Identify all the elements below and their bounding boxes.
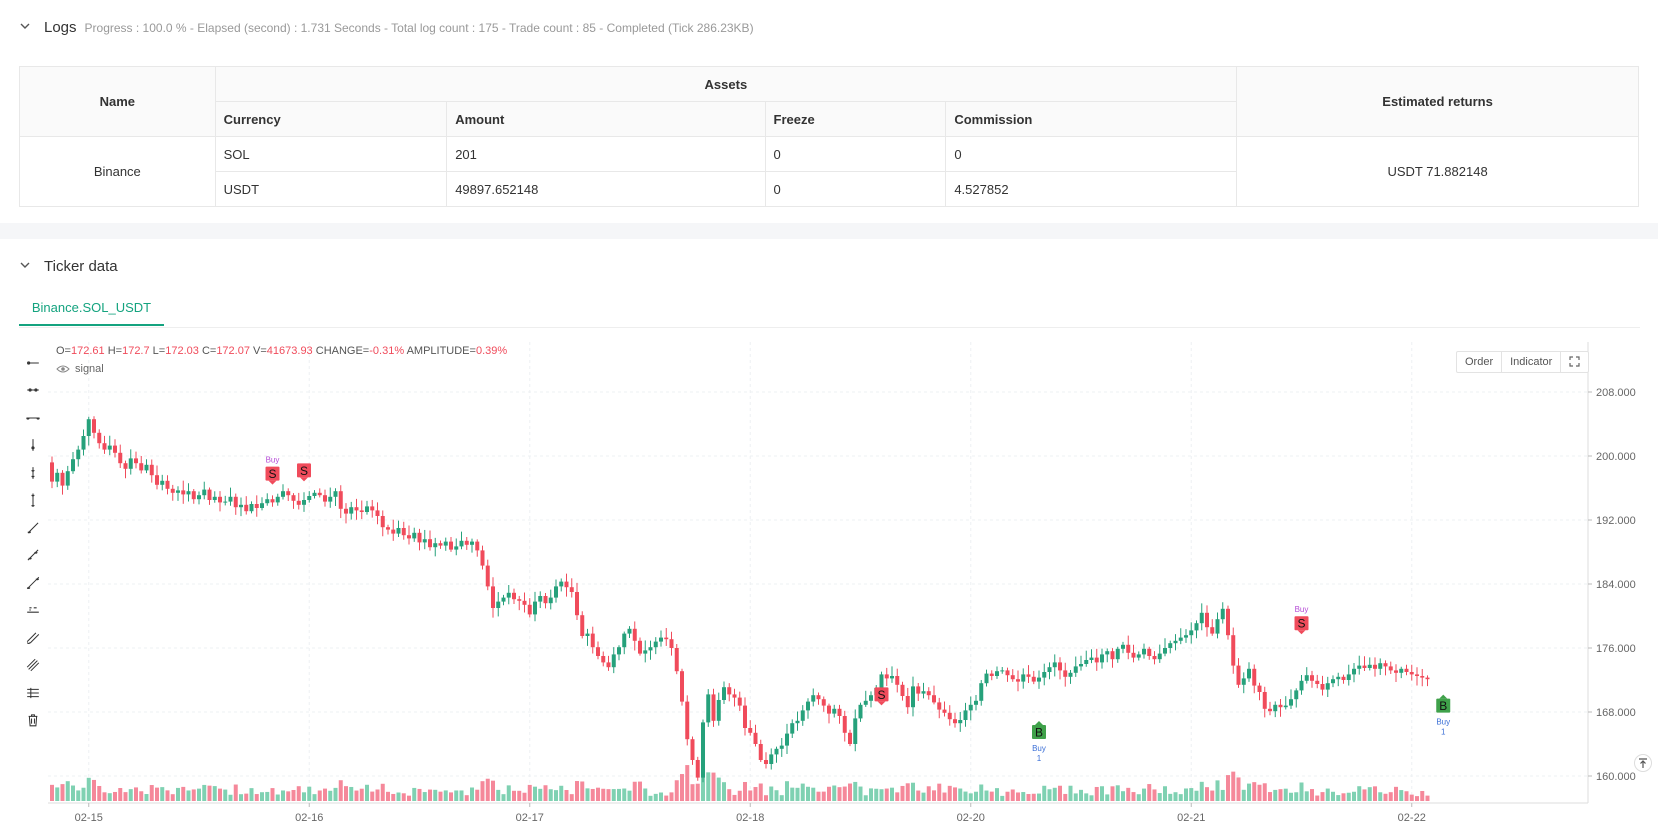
parallel-lines-icon	[26, 632, 40, 644]
amplitude-value: 0.39%	[475, 345, 508, 357]
amount-header: Amount	[446, 101, 766, 137]
horizontal-segment-icon	[27, 388, 39, 392]
assets-table: Name Assets Estimated returns Currency A…	[19, 66, 1639, 207]
volume-label: V=	[253, 345, 267, 357]
low-value: 172.03	[165, 345, 199, 357]
exchange-name: Binance	[19, 136, 216, 207]
open-label: O=	[56, 345, 71, 357]
tool-button[interactable]	[22, 404, 44, 432]
tool-button[interactable]	[22, 514, 44, 542]
logs-header[interactable]: Logs Progress : 100.0 % - Elapsed (secon…	[18, 18, 754, 36]
scroll-to-realtime-icon[interactable]	[1634, 754, 1652, 772]
open-value: 172.61	[70, 345, 105, 357]
tool-button[interactable]	[22, 679, 44, 707]
table-row: USDT 49897.652148 0 4.527852	[20, 171, 1639, 207]
order-button[interactable]: Order	[1457, 352, 1503, 372]
amount-cell: 49897.652148	[446, 171, 766, 207]
high-label: H=	[107, 345, 123, 357]
indicator-button[interactable]: Indicator	[1502, 352, 1562, 372]
drawing-toolbar	[22, 349, 44, 734]
currency-cell: USDT	[214, 171, 448, 207]
vertical-line-icon	[31, 493, 35, 507]
name-header: Name	[19, 66, 216, 137]
tool-button[interactable]	[22, 569, 44, 597]
low-label: L=	[152, 345, 166, 357]
tool-button[interactable]	[22, 707, 44, 735]
price-range-icon	[27, 687, 39, 698]
tool-button[interactable]	[22, 432, 44, 460]
table-row: Binance SOL 201 0 0 USDT 71.882148	[19, 136, 1639, 207]
volume-value: 41673.93	[266, 345, 313, 357]
tab-divider	[19, 327, 1640, 328]
currency-header: Currency	[214, 101, 448, 137]
signal-label: signal	[75, 363, 104, 375]
amount-cell: 201	[446, 136, 766, 172]
fullscreen-icon	[1569, 356, 1580, 367]
chevron-down-icon[interactable]	[18, 258, 32, 272]
trend-segment-icon	[27, 549, 39, 561]
signal-indicator[interactable]: signal	[56, 363, 104, 375]
trash-icon	[28, 714, 38, 727]
tool-button[interactable]	[22, 652, 44, 680]
horizontal-line-icon	[26, 417, 40, 420]
currency-cell: SOL	[214, 136, 448, 172]
ticker-header[interactable]: Ticker data	[18, 257, 118, 275]
close-value: 172.07	[216, 345, 250, 357]
vertical-segment-icon	[31, 466, 35, 479]
tool-button[interactable]	[22, 349, 44, 377]
close-label: C=	[201, 345, 217, 357]
trend-line-icon	[26, 576, 40, 589]
tool-button[interactable]	[22, 487, 44, 515]
logs-title: Logs	[44, 19, 77, 36]
freeze-header: Freeze	[764, 101, 947, 137]
ohlc-readout: O=172.61 H=172.7 L=172.03 C=172.07 V=416…	[56, 345, 507, 357]
tool-button[interactable]	[22, 542, 44, 570]
change-value: -0.31%	[369, 345, 405, 357]
tool-button[interactable]	[22, 597, 44, 625]
chart-controls: Order Indicator	[1456, 351, 1590, 373]
progress-status: Progress : 100.0 % - Elapsed (second) : …	[84, 21, 754, 35]
chevron-down-icon[interactable]	[18, 19, 32, 33]
assets-header: Assets	[214, 66, 1238, 102]
eye-icon[interactable]	[56, 364, 70, 374]
commission-header: Commission	[945, 101, 1238, 137]
estimated-returns-header: Estimated returns	[1236, 66, 1639, 137]
trend-ray-icon	[27, 522, 39, 534]
fib-lines-icon	[26, 659, 40, 672]
amplitude-label: AMPLITUDE=	[406, 345, 476, 357]
vertical-ray-icon	[31, 439, 35, 452]
freeze-cell: 0	[764, 171, 947, 207]
ticker-panel: Ticker data Binance.SOL_USDT	[0, 239, 1658, 834]
horizontal-ray-icon	[27, 361, 39, 365]
high-value: 172.7	[122, 345, 150, 357]
tool-button[interactable]	[22, 459, 44, 487]
ticker-title: Ticker data	[44, 258, 118, 275]
fullscreen-button[interactable]	[1561, 352, 1588, 372]
commission-cell: 4.527852	[945, 171, 1238, 207]
price-line-icon	[27, 607, 39, 613]
commission-cell: 0	[945, 136, 1238, 172]
tab-binance-sol-usdt[interactable]: Binance.SOL_USDT	[19, 291, 164, 326]
estimated-returns-value: USDT 71.882148	[1236, 136, 1639, 207]
tool-button[interactable]	[22, 377, 44, 405]
tool-button[interactable]	[22, 624, 44, 652]
change-label: CHANGE=	[315, 345, 370, 357]
logs-panel: Logs Progress : 100.0 % - Elapsed (secon…	[0, 0, 1658, 223]
freeze-cell: 0	[764, 136, 947, 172]
